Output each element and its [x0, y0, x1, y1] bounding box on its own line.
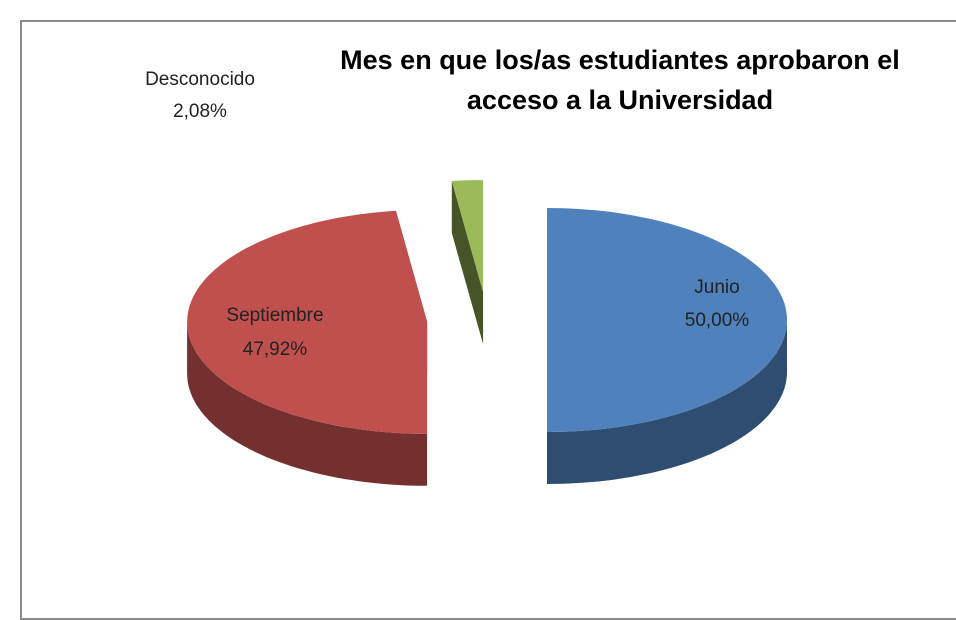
chart: Desconocido 2,08% Septiembre 47,92% Junio 50,…: [145, 69, 787, 486]
slice-side: [547, 320, 787, 484]
page: Desconocido 2,08% Septiembre 47,92% Junio 50,…: [20, 20, 956, 620]
slice-value-label: 47,92%: [243, 339, 308, 360]
slice-label: Septiembre: [226, 305, 323, 326]
slice-value-label: 2,08%: [173, 101, 227, 122]
slice-wall: [451, 181, 484, 345]
slice-side: [187, 321, 428, 486]
slice-label: Junio: [694, 277, 739, 298]
slice-label: Desconocido: [145, 69, 255, 90]
slice: [187, 210, 428, 434]
slice-value-label: 50,00%: [685, 310, 750, 331]
slice: [547, 208, 787, 432]
chart-title: Mes en que los/as estudiantes aprobaron …: [340, 45, 900, 115]
slice: [451, 180, 484, 293]
